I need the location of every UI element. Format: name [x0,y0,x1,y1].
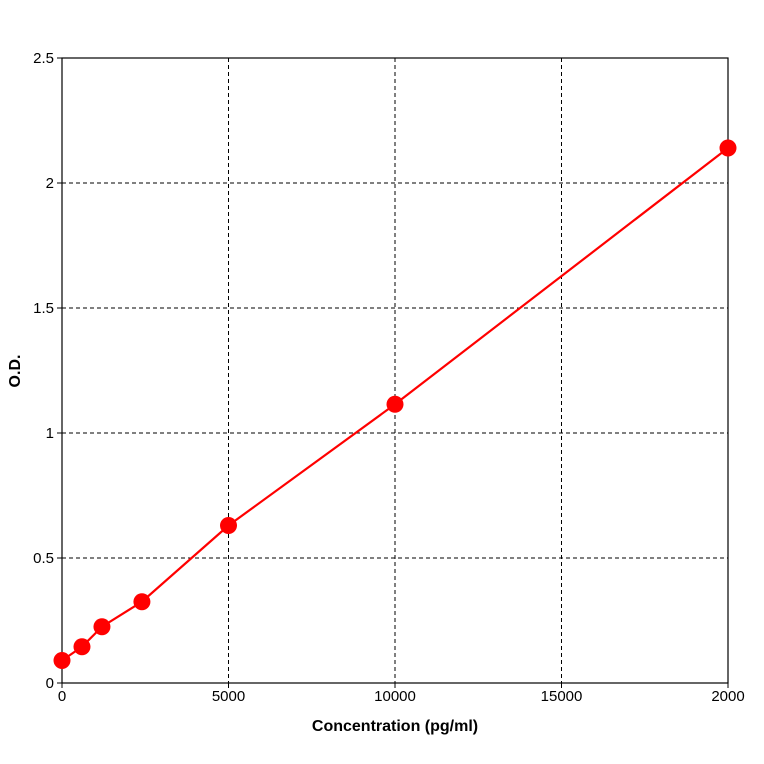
x-tick-label: 5000 [212,688,245,705]
x-tick-label: 0 [58,688,66,705]
y-tick-label: 2.5 [33,50,54,67]
y-axis-ticks: 0 0.5 1 1.5 2 2.5 [33,50,62,692]
data-point [386,395,404,413]
data-point [719,139,737,157]
series-layer [53,139,737,669]
y-tick-label: 1.5 [33,300,54,317]
x-tick-label: 10000 [374,688,416,705]
x-tick-label: 15000 [541,688,583,705]
data-point [133,593,151,611]
data-point [53,652,71,669]
data-point [73,638,91,656]
y-tick-label: 0.5 [33,550,54,567]
data-point [220,517,237,534]
y-tick-label: 2 [46,175,54,192]
y-tick-label: 1 [46,425,54,442]
x-axis-ticks: 0 5000 10000 15000 2000 [58,683,745,705]
y-tick-label: 0 [46,675,54,692]
grid-lines [62,58,728,683]
x-tick-label: 2000 [711,688,744,705]
x-axis-title: Concentration (pg/ml) [312,718,478,735]
y-axis-title: O.D. [7,355,24,388]
data-point [93,618,111,636]
